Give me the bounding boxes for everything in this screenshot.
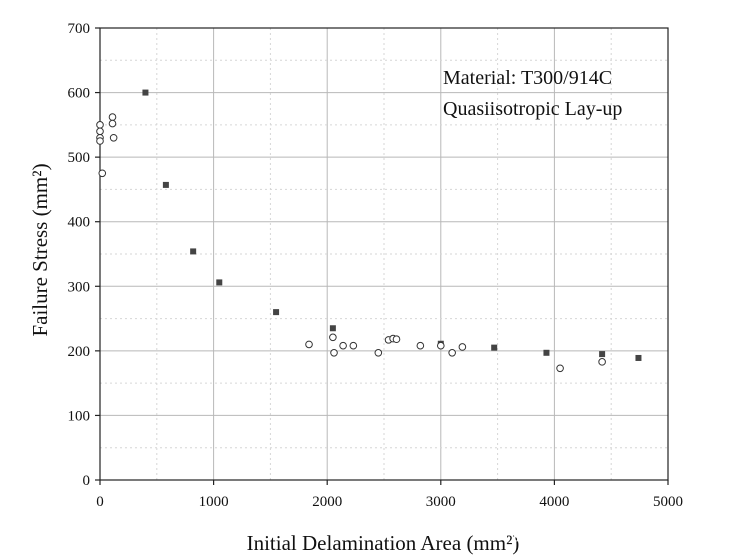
- y-tick-label: 500: [68, 150, 91, 166]
- data-point-square: [216, 279, 223, 286]
- y-tick-label: 700: [68, 21, 91, 37]
- data-point-circle: [349, 341, 358, 350]
- data-point-circle: [305, 340, 313, 349]
- x-tick-label: 0: [96, 494, 104, 510]
- data-point-square: [162, 181, 169, 188]
- data-point-circle: [329, 333, 337, 342]
- data-point-circle: [108, 113, 117, 121]
- data-point-circle: [392, 335, 401, 344]
- y-axis-title: Failure Stress (mm²): [28, 163, 52, 336]
- x-tick-label: 2000: [312, 494, 342, 510]
- y-tick-label: 0: [83, 473, 91, 489]
- x-axis-title: Initial Delamination Area (mm²): [247, 531, 520, 555]
- data-point-circle: [96, 137, 104, 145]
- data-point-circle: [96, 127, 104, 136]
- grid-lines: [100, 28, 668, 480]
- x-tick-label: 1000: [199, 494, 229, 510]
- data-point-circle: [416, 341, 425, 350]
- annotation-material: Material: T300/914C: [443, 67, 612, 89]
- data-point-square: [599, 351, 606, 358]
- data-point-circle: [108, 119, 117, 128]
- x-tick-label: 3000: [426, 494, 456, 510]
- data-point-circle: [374, 348, 383, 357]
- watermark-text: 碳纤维及其复合材料技术: [513, 529, 667, 546]
- y-tick-label: 200: [68, 344, 91, 360]
- data-point-square: [273, 309, 280, 316]
- y-tick-label: 300: [68, 279, 91, 295]
- data-point-circle: [598, 358, 606, 366]
- x-tick-label: 5000: [653, 494, 683, 510]
- annotation-layup: Quasiisotropic Lay-up: [443, 98, 622, 120]
- data-point-square: [635, 354, 642, 361]
- data-point-circle: [556, 364, 564, 373]
- data-point-circle: [339, 341, 347, 350]
- data-point-circle: [98, 169, 107, 178]
- data-point-circle: [448, 348, 456, 357]
- data-point-square: [491, 344, 498, 351]
- y-tick-label: 100: [68, 408, 91, 424]
- data-point-circle: [330, 348, 338, 357]
- data-point-square: [142, 89, 149, 96]
- data-point-circle: [109, 133, 118, 142]
- data-point-circle: [437, 341, 445, 350]
- data-point-square: [329, 325, 336, 332]
- plot-frame: [99, 27, 669, 481]
- axis-ticks: 0 1000 2000 3000 4000 5000 0 100 200 300 400 500 600…: [68, 21, 684, 510]
- data-point-square: [543, 349, 550, 356]
- y-tick-label: 400: [68, 215, 91, 231]
- data-point-circle: [458, 343, 467, 351]
- data-points: [96, 89, 642, 373]
- data-point-circle: [96, 121, 104, 129]
- y-tick-label: 600: [68, 86, 91, 102]
- data-point-square: [190, 248, 197, 255]
- x-tick-label: 4000: [539, 494, 569, 510]
